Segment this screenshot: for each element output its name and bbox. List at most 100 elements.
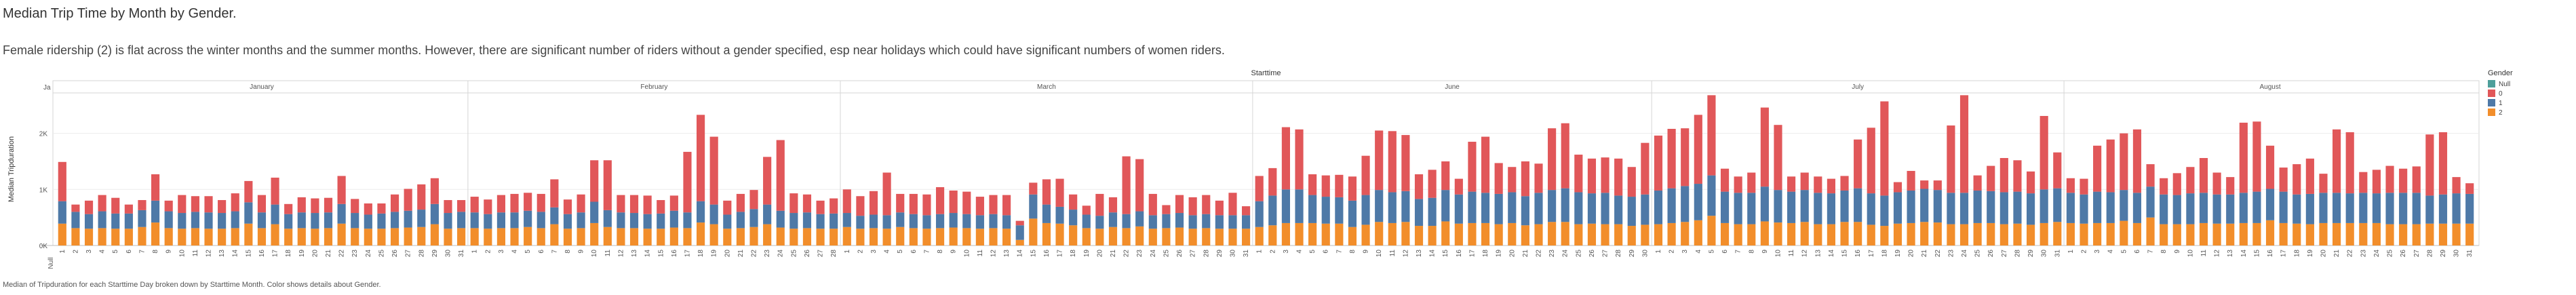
- bar-segment-gender-1: [2452, 193, 2461, 224]
- bar-segment-gender-1: [1534, 193, 1543, 224]
- x-tick-label: 28: [1615, 250, 1622, 258]
- bar-segment-gender-0: [2239, 122, 2248, 193]
- bar-segment-gender-2: [590, 222, 599, 245]
- bar-segment-gender-1: [1800, 190, 1809, 222]
- x-tick-label: 10: [1774, 250, 1782, 258]
- bar-segment-gender-2: [962, 228, 971, 245]
- legend-title: Gender: [2488, 69, 2513, 77]
- x-tick-label: 9: [578, 250, 585, 254]
- bar-segment-gender-0: [1800, 172, 1809, 191]
- x-tick-label: 26: [1987, 250, 1995, 258]
- gridlines: [53, 133, 2479, 190]
- bar-segment-gender-0: [1508, 167, 1517, 193]
- x-tick-label: 16: [671, 250, 678, 258]
- x-tick-label: 18: [1482, 250, 1489, 258]
- bar-segment-gender-2: [697, 222, 705, 245]
- x-tick-label: 29: [1628, 250, 1636, 258]
- bar-segment-gender-0: [1521, 161, 1529, 197]
- x-tick-label: 28: [830, 250, 838, 258]
- bar-segment-gender-0: [2026, 171, 2035, 194]
- x-tick-label: 8: [2160, 250, 2168, 254]
- x-tick-label: 5: [524, 250, 532, 254]
- bar-segment-gender-2: [629, 228, 639, 245]
- bar-segment-gender-1: [2399, 193, 2408, 224]
- bar-segment-gender-0: [617, 195, 625, 213]
- bar-segment-gender-2: [297, 228, 306, 245]
- bar-segment-gender-1: [1827, 193, 1835, 224]
- x-tick-label: 22: [2347, 250, 2354, 258]
- bar-segment-gender-2: [1867, 224, 1875, 245]
- bar-segment-gender-2: [1893, 223, 1902, 245]
- bar-segment-gender-1: [1441, 190, 1450, 222]
- bar-segment-gender-1: [124, 213, 133, 229]
- bar-segment-gender-1: [550, 207, 559, 224]
- x-tick-label: 17: [2280, 250, 2288, 258]
- bar-segment-gender-0: [2425, 134, 2434, 196]
- x-tick-label: 21: [1522, 250, 1529, 258]
- bar-segment-gender-2: [975, 229, 984, 245]
- corner-label-top: Ja: [43, 84, 51, 92]
- y-ticks: 0K 1K 2K: [39, 131, 48, 250]
- bar-segment-gender-0: [1361, 155, 1370, 195]
- bar-segment-gender-0: [1920, 180, 1929, 189]
- bar-segment-gender-0: [1973, 175, 1982, 191]
- x-tick-label: 10: [963, 250, 971, 258]
- x-tick-label: 21: [2333, 250, 2341, 258]
- bar-segment-gender-2: [257, 228, 267, 245]
- month-label: February: [640, 83, 667, 91]
- bar-segment-gender-2: [1375, 222, 1384, 245]
- bar-segment-gender-0: [1827, 178, 1835, 194]
- x-tick-label: 10: [1375, 250, 1383, 258]
- bar-segment-gender-1: [802, 212, 812, 229]
- bar-segment-gender-2: [1747, 224, 1756, 245]
- bar-segment-gender-1: [842, 213, 851, 227]
- x-tick-label: 11: [604, 250, 612, 257]
- bar-segment-gender-2: [2279, 222, 2288, 245]
- bar-segment-gender-0: [882, 172, 891, 216]
- x-tick-label: 12: [617, 250, 625, 258]
- bar-segment-gender-0: [218, 200, 227, 214]
- bar-segment-gender-2: [2319, 222, 2328, 245]
- bar-segment-gender-0: [975, 197, 984, 216]
- bar-segment-gender-1: [1055, 206, 1064, 224]
- bar-segment-gender-0: [749, 190, 758, 210]
- x-tick-label: 31: [1243, 250, 1250, 258]
- bar-segment-gender-0: [2399, 168, 2408, 193]
- x-tick-label: 26: [2400, 250, 2407, 258]
- bar-segment-gender-2: [1720, 222, 1730, 245]
- x-tick-label: 2: [857, 250, 864, 254]
- bar-segment-gender-0: [1175, 195, 1184, 214]
- bar-segment-gender-1: [1454, 194, 1463, 224]
- x-tick-label: 28: [2426, 250, 2434, 258]
- bar-segment-gender-2: [2106, 222, 2115, 245]
- x-tick-label: 26: [1176, 250, 1184, 258]
- bar-segment-gender-2: [1148, 229, 1157, 245]
- x-tick-label: 14: [232, 250, 239, 258]
- bar-segment-gender-1: [1015, 225, 1024, 240]
- x-tick-label: 11: [192, 250, 199, 257]
- bar-segment-gender-0: [909, 193, 918, 214]
- bar-segment-gender-2: [138, 227, 147, 245]
- bar-segment-gender-1: [2292, 194, 2301, 224]
- bar-segment-gender-2: [1787, 222, 1796, 245]
- bar-segment-gender-0: [736, 193, 745, 212]
- x-tick-label: 13: [631, 250, 638, 258]
- bar-segment-gender-1: [1720, 191, 1730, 223]
- page-title: Median Trip Time by Month by Gender.: [3, 6, 237, 21]
- x-tick-label: 15: [1442, 250, 1449, 258]
- legend-swatch: [2488, 99, 2495, 106]
- bar-segment-gender-2: [1015, 239, 1024, 245]
- bar-segment-gender-1: [2080, 194, 2088, 224]
- bar-segment-gender-0: [1348, 176, 1357, 201]
- bar-segment-gender-2: [2226, 223, 2235, 245]
- bar-segment-gender-1: [324, 212, 333, 229]
- x-tick-label: 31: [2466, 250, 2474, 258]
- bar-segment-gender-1: [84, 214, 94, 229]
- bar-segment-gender-1: [697, 201, 705, 223]
- x-tick-label: 8: [564, 250, 572, 254]
- bar-segment-gender-2: [763, 224, 772, 245]
- bar-segment-gender-0: [1135, 159, 1144, 212]
- bar-segment-gender-0: [444, 200, 452, 214]
- bar-segment-gender-1: [484, 214, 492, 229]
- bar-segment-gender-1: [470, 212, 479, 229]
